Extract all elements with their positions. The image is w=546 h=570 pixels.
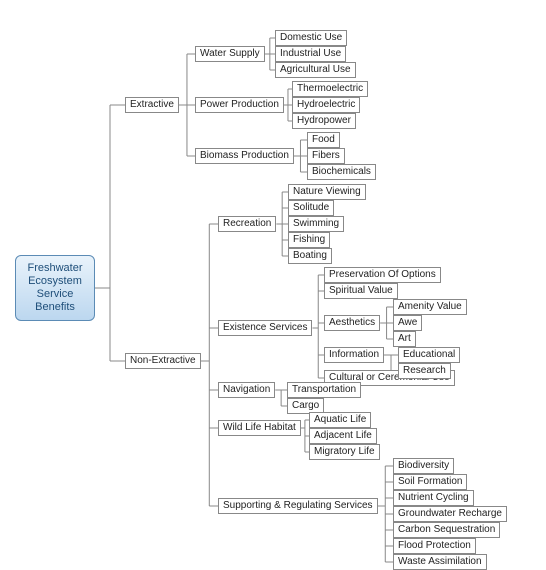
node-solitude: Solitude <box>288 200 334 216</box>
node-navigation: Navigation <box>218 382 275 398</box>
node-agricultural-use: Agricultural Use <box>275 62 356 78</box>
node-food: Food <box>307 132 340 148</box>
node-transportation: Transportation <box>287 382 361 398</box>
node-hydroelectric: Hydroelectric <box>292 97 360 113</box>
node-recreation: Recreation <box>218 216 276 232</box>
node-biomass-production: Biomass Production <box>195 148 294 164</box>
node-power-production: Power Production <box>195 97 284 113</box>
node-fishing: Fishing <box>288 232 330 248</box>
node-biodiversity: Biodiversity <box>393 458 454 474</box>
node-boating: Boating <box>288 248 332 264</box>
node-hydropower: Hydropower <box>292 113 356 129</box>
node-aquatic-life: Aquatic Life <box>309 412 371 428</box>
node-water-supply: Water Supply <box>195 46 265 62</box>
node-wild-life-habitat: Wild Life Habitat <box>218 420 301 436</box>
node-nutrient-cycling: Nutrient Cycling <box>393 490 474 506</box>
node-fibers: Fibers <box>307 148 345 164</box>
node-preservation-options: Preservation Of Options <box>324 267 441 283</box>
node-aesthetics: Aesthetics <box>324 315 380 331</box>
node-soil-formation: Soil Formation <box>393 474 467 490</box>
node-industrial-use: Industrial Use <box>275 46 346 62</box>
node-flood-protection: Flood Protection <box>393 538 476 554</box>
node-existence-services: Existence Services <box>218 320 312 336</box>
node-biochemicals: Biochemicals <box>307 164 376 180</box>
node-spiritual-value: Spiritual Value <box>324 283 398 299</box>
node-groundwater-recharge: Groundwater Recharge <box>393 506 507 522</box>
node-waste-assimilation: Waste Assimilation <box>393 554 487 570</box>
node-migratory-life: Migratory Life <box>309 444 380 460</box>
node-nature-viewing: Nature Viewing <box>288 184 366 200</box>
node-amenity-value: Amenity Value <box>393 299 467 315</box>
node-nonextractive: Non-Extractive <box>125 353 201 369</box>
tree-diagram: Freshwater Ecosystem Service Benefits Ex… <box>0 0 546 565</box>
node-extractive: Extractive <box>125 97 179 113</box>
node-art: Art <box>393 331 416 347</box>
node-educational: Educational <box>398 347 460 363</box>
node-adjacent-life: Adjacent Life <box>309 428 377 444</box>
node-information: Information <box>324 347 384 363</box>
root-node: Freshwater Ecosystem Service Benefits <box>15 255 95 321</box>
node-thermoelectric: Thermoelectric <box>292 81 368 97</box>
node-domestic-use: Domestic Use <box>275 30 347 46</box>
node-supporting-regulating: Supporting & Regulating Services <box>218 498 378 514</box>
node-research: Research <box>398 363 451 379</box>
node-awe: Awe <box>393 315 422 331</box>
node-swimming: Swimming <box>288 216 344 232</box>
node-carbon-sequestration: Carbon Sequestration <box>393 522 500 538</box>
